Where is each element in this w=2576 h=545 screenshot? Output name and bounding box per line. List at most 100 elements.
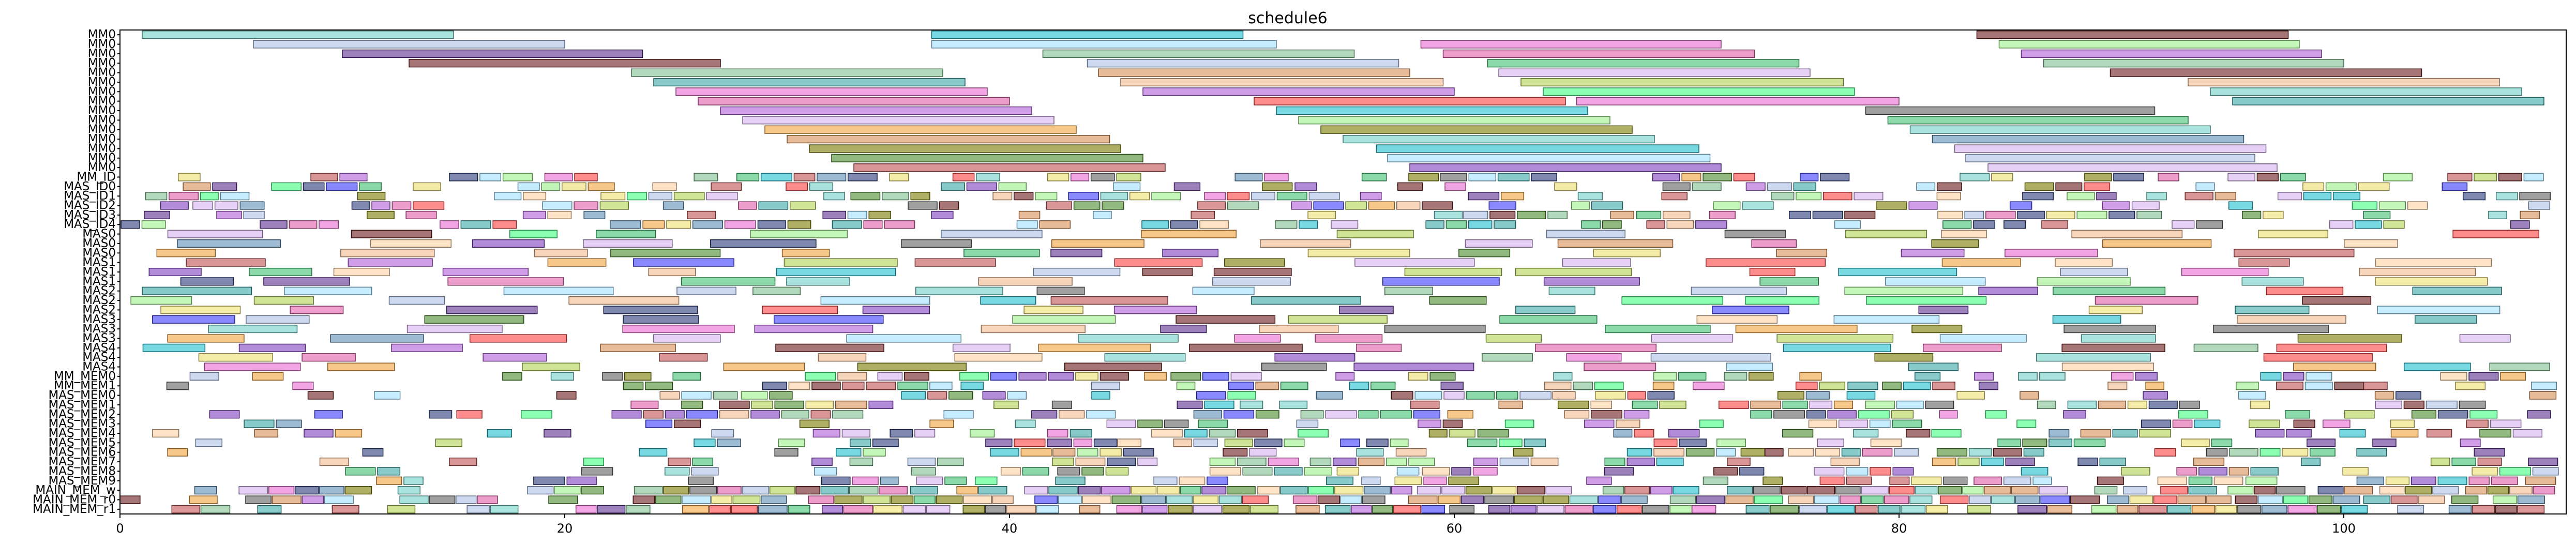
schedule-bar bbox=[1280, 382, 1308, 390]
schedule-bar bbox=[603, 306, 698, 314]
schedule-bar bbox=[750, 230, 848, 238]
schedule-bar bbox=[2016, 419, 2037, 428]
schedule-bar bbox=[761, 495, 787, 504]
schedule-bar bbox=[1077, 448, 1098, 457]
schedule-bar bbox=[1494, 220, 1516, 229]
schedule-bar bbox=[575, 505, 597, 513]
schedule-bar bbox=[1317, 495, 1340, 504]
schedule-bar bbox=[931, 31, 1244, 39]
schedule-bar bbox=[1156, 486, 1180, 495]
schedule-bar bbox=[2525, 476, 2556, 485]
schedule-bar bbox=[769, 486, 795, 495]
schedule-bar bbox=[1543, 87, 1855, 96]
schedule-bar bbox=[466, 505, 490, 513]
schedule-bar bbox=[2227, 486, 2254, 495]
schedule-bar bbox=[1770, 505, 1799, 513]
schedule-bar bbox=[1716, 438, 1746, 447]
schedule-bar bbox=[1931, 429, 1962, 438]
schedule-bar bbox=[220, 192, 250, 201]
schedule-bar bbox=[442, 267, 529, 277]
schedule-bar bbox=[2181, 438, 2210, 447]
schedule-bar bbox=[1536, 505, 1564, 513]
schedule-bar bbox=[1082, 495, 1111, 504]
schedule-bar bbox=[1463, 210, 1488, 219]
schedule-bar bbox=[880, 476, 899, 485]
schedule-bar bbox=[2304, 382, 2333, 390]
schedule-bar bbox=[1788, 210, 1811, 219]
schedule-bar bbox=[1773, 410, 1805, 419]
schedule-bar bbox=[2432, 486, 2459, 495]
schedule-bar bbox=[2329, 220, 2354, 229]
row-label: MM0 bbox=[88, 113, 116, 127]
schedule-bar bbox=[2135, 372, 2158, 381]
schedule-bar bbox=[180, 277, 234, 286]
schedule-bar bbox=[1173, 182, 1201, 191]
schedule-bar bbox=[1889, 476, 1910, 485]
schedule-bar bbox=[1759, 277, 1819, 286]
schedule-bar bbox=[1199, 220, 1229, 229]
schedule-bar bbox=[2426, 429, 2452, 438]
schedule-bar bbox=[587, 182, 615, 191]
schedule-bar bbox=[1425, 220, 1444, 229]
schedule-bar bbox=[477, 495, 498, 504]
schedule-bar bbox=[2356, 448, 2387, 457]
schedule-bar bbox=[1168, 505, 1193, 513]
x-tick-label: 100 bbox=[2332, 521, 2356, 536]
row-label: MAS0 bbox=[82, 246, 116, 260]
schedule-bar bbox=[171, 505, 201, 513]
schedule-bar bbox=[1713, 201, 1741, 210]
schedule-bar bbox=[2459, 400, 2486, 410]
schedule-bar bbox=[1517, 210, 1546, 219]
schedule-bar bbox=[1685, 448, 1715, 457]
schedule-bar bbox=[665, 410, 685, 419]
schedule-bar bbox=[2283, 372, 2304, 381]
schedule-bar bbox=[822, 505, 843, 513]
schedule-bar bbox=[522, 210, 546, 219]
schedule-bar bbox=[292, 382, 314, 390]
schedule-bar bbox=[992, 192, 1013, 201]
schedule-bar bbox=[1079, 505, 1101, 513]
schedule-bar bbox=[2094, 486, 2118, 495]
schedule-bar bbox=[1050, 296, 1168, 305]
schedule-bar bbox=[1099, 372, 1129, 381]
schedule-bar bbox=[2528, 457, 2558, 466]
schedule-bar bbox=[2121, 467, 2150, 476]
schedule-bar bbox=[2358, 182, 2390, 191]
schedule-bar bbox=[1020, 448, 1052, 457]
schedule-bar bbox=[1976, 31, 2289, 39]
schedule-bar bbox=[776, 267, 896, 277]
x-tick-label: 0 bbox=[116, 521, 124, 536]
schedule-bar bbox=[1724, 230, 1786, 238]
schedule-bar bbox=[1213, 267, 1292, 277]
schedule-bar bbox=[1447, 410, 1473, 419]
schedule-bar bbox=[1892, 467, 1914, 476]
schedule-bar bbox=[2440, 372, 2467, 381]
schedule-bar bbox=[2195, 182, 2215, 191]
schedule-bar bbox=[1295, 505, 1320, 513]
schedule-bar bbox=[738, 201, 757, 210]
schedule-bar bbox=[1709, 210, 1736, 219]
schedule-bar bbox=[1384, 286, 1433, 295]
schedule-bar bbox=[774, 315, 884, 324]
schedule-bar bbox=[2011, 486, 2039, 495]
schedule-bar bbox=[370, 239, 452, 248]
schedule-bar bbox=[1224, 258, 1285, 267]
schedule-bar bbox=[2359, 267, 2476, 277]
schedule-bar bbox=[1652, 173, 1680, 181]
schedule-bar bbox=[257, 505, 282, 513]
schedule-bar bbox=[1141, 495, 1166, 504]
schedule-bar bbox=[2528, 201, 2551, 210]
schedule-bar bbox=[2489, 362, 2550, 371]
schedule-bar bbox=[1695, 220, 1727, 229]
schedule-bar bbox=[1313, 201, 1344, 210]
schedule-bar bbox=[1237, 429, 1268, 438]
schedule-bar bbox=[1434, 210, 1463, 219]
schedule-bar bbox=[1307, 210, 1336, 219]
schedule-bar bbox=[1050, 249, 1103, 258]
schedule-bar bbox=[1546, 230, 1625, 238]
schedule-bar bbox=[1817, 438, 1844, 447]
schedule-bar bbox=[1242, 495, 1269, 504]
schedule-bar bbox=[177, 239, 281, 248]
schedule-bar bbox=[1228, 382, 1254, 390]
schedule-bar bbox=[359, 182, 382, 191]
